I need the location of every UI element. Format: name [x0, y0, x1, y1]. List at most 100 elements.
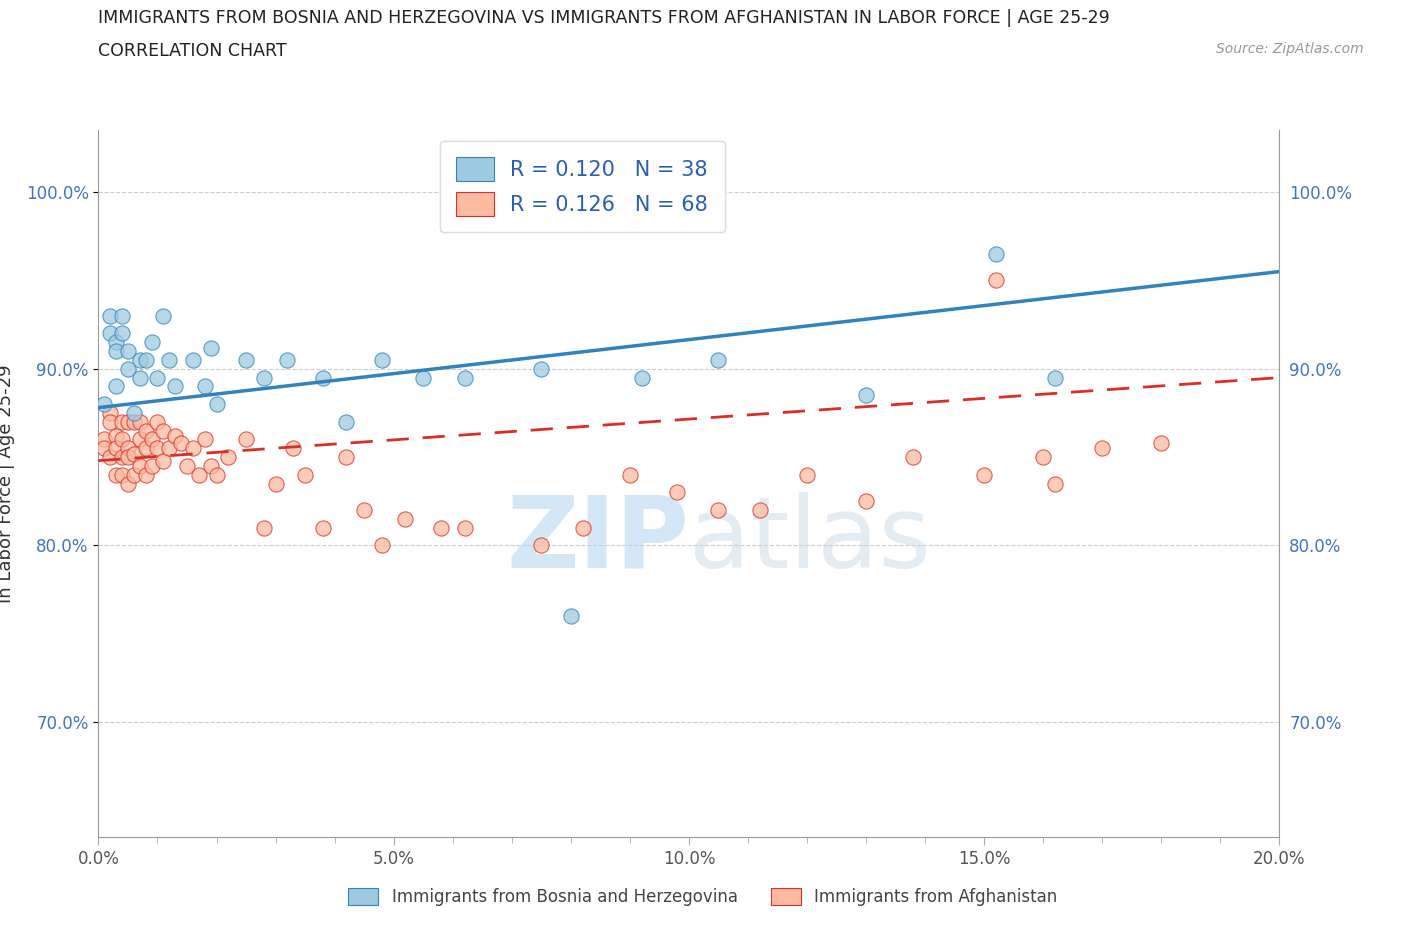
- Point: [560, 608, 582, 623]
- Point: [146, 441, 169, 456]
- Point: [973, 467, 995, 482]
- Point: [707, 352, 730, 367]
- Point: [141, 458, 163, 473]
- Point: [200, 340, 222, 355]
- Point: [152, 423, 174, 438]
- Point: [371, 538, 394, 552]
- Point: [98, 308, 121, 323]
- Point: [530, 361, 553, 376]
- Point: [571, 520, 593, 535]
- Point: [276, 352, 298, 367]
- Point: [117, 476, 139, 491]
- Point: [984, 273, 1007, 288]
- Point: [135, 423, 157, 438]
- Point: [105, 379, 128, 393]
- Point: [98, 450, 121, 465]
- Point: [105, 467, 128, 482]
- Point: [152, 453, 174, 468]
- Text: ZIP: ZIP: [506, 492, 689, 589]
- Point: [105, 343, 128, 358]
- Point: [111, 308, 134, 323]
- Point: [283, 441, 305, 456]
- Point: [128, 352, 150, 367]
- Point: [111, 432, 134, 447]
- Point: [619, 467, 641, 482]
- Point: [264, 476, 287, 491]
- Point: [1150, 435, 1173, 450]
- Point: [117, 343, 139, 358]
- Point: [748, 503, 770, 518]
- Point: [294, 467, 316, 482]
- Point: [111, 326, 134, 340]
- Point: [796, 467, 818, 482]
- Point: [187, 467, 209, 482]
- Point: [453, 520, 475, 535]
- Point: [312, 520, 335, 535]
- Point: [117, 361, 139, 376]
- Point: [141, 432, 163, 447]
- Point: [707, 503, 730, 518]
- Point: [117, 415, 139, 430]
- Point: [335, 415, 357, 430]
- Point: [98, 405, 121, 420]
- Point: [371, 352, 394, 367]
- Point: [235, 432, 257, 447]
- Point: [165, 429, 187, 444]
- Point: [984, 246, 1007, 261]
- Point: [128, 458, 150, 473]
- Y-axis label: In Labor Force | Age 25-29: In Labor Force | Age 25-29: [0, 365, 14, 603]
- Text: CORRELATION CHART: CORRELATION CHART: [98, 42, 287, 60]
- Point: [122, 405, 145, 420]
- Point: [235, 352, 257, 367]
- Point: [122, 467, 145, 482]
- Point: [855, 494, 877, 509]
- Point: [194, 432, 217, 447]
- Point: [855, 388, 877, 403]
- Point: [194, 379, 217, 393]
- Text: IMMIGRANTS FROM BOSNIA AND HERZEGOVINA VS IMMIGRANTS FROM AFGHANISTAN IN LABOR F: IMMIGRANTS FROM BOSNIA AND HERZEGOVINA V…: [98, 9, 1111, 27]
- Text: Source: ZipAtlas.com: Source: ZipAtlas.com: [1216, 42, 1364, 56]
- Text: atlas: atlas: [689, 492, 931, 589]
- Point: [128, 370, 150, 385]
- Point: [430, 520, 453, 535]
- Point: [170, 435, 193, 450]
- Point: [412, 370, 434, 385]
- Point: [1091, 441, 1114, 456]
- Point: [117, 441, 139, 456]
- Point: [98, 415, 121, 430]
- Point: [105, 429, 128, 444]
- Point: [335, 450, 357, 465]
- Point: [157, 441, 180, 456]
- Point: [93, 432, 115, 447]
- Point: [105, 441, 128, 456]
- Point: [152, 308, 174, 323]
- Point: [135, 467, 157, 482]
- Point: [111, 415, 134, 430]
- Point: [453, 370, 475, 385]
- Point: [146, 370, 169, 385]
- Point: [128, 432, 150, 447]
- Point: [253, 520, 276, 535]
- Point: [93, 396, 115, 411]
- Point: [98, 326, 121, 340]
- Point: [122, 415, 145, 430]
- Point: [93, 441, 115, 456]
- Point: [146, 415, 169, 430]
- Point: [394, 512, 416, 526]
- Point: [111, 467, 134, 482]
- Point: [181, 441, 204, 456]
- Point: [128, 415, 150, 430]
- Point: [253, 370, 276, 385]
- Legend: Immigrants from Bosnia and Herzegovina, Immigrants from Afghanistan: Immigrants from Bosnia and Herzegovina, …: [342, 881, 1064, 912]
- Point: [176, 458, 198, 473]
- Point: [217, 450, 239, 465]
- Point: [141, 335, 163, 350]
- Point: [165, 379, 187, 393]
- Point: [122, 446, 145, 461]
- Point: [1032, 450, 1054, 465]
- Legend: R = 0.120   N = 38, R = 0.126   N = 68: R = 0.120 N = 38, R = 0.126 N = 68: [440, 140, 724, 232]
- Point: [200, 458, 222, 473]
- Point: [312, 370, 335, 385]
- Point: [630, 370, 652, 385]
- Point: [1043, 370, 1066, 385]
